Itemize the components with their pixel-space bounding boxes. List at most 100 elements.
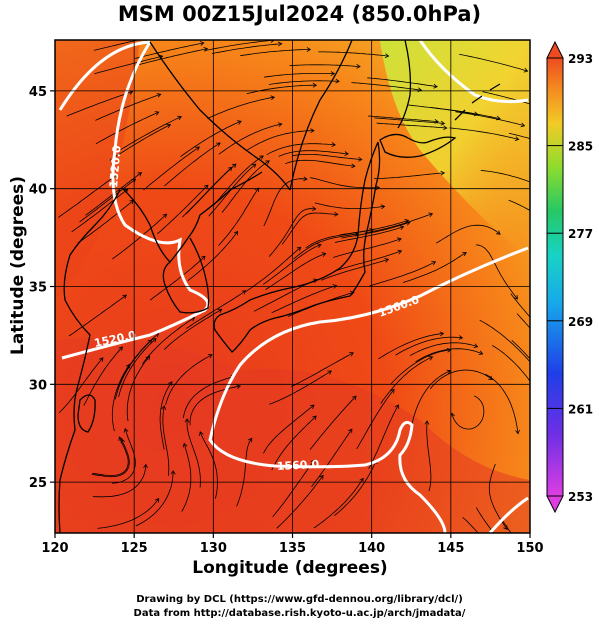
contour-1520-north [58,40,210,360]
streamline-arrow [184,418,190,423]
coastline-kurils [454,83,501,121]
streamline [500,517,512,533]
streamline [112,213,167,260]
x-tick-label: 135 [279,541,306,556]
streamline-arrow [247,437,253,443]
contour-label-1: 1520.0 [107,144,124,188]
streamline-arrow [166,123,172,129]
streamline-arrow [265,160,270,165]
streamline [218,123,282,155]
streamline [189,385,241,426]
streamline [291,154,362,160]
streamline-arrow [404,219,410,224]
streamline-arrow [514,136,520,141]
streamline [262,244,322,285]
streamline-arrow [123,188,129,194]
streamline-arrow [199,431,204,436]
colorbar-tick-label: 285 [568,140,593,154]
streamline-arrow [351,163,356,169]
streamline-arrow [143,463,148,469]
streamline-arrow [508,564,512,568]
streamline-arrow [440,170,446,176]
streamline [265,253,326,290]
streamline [511,340,530,360]
streamline-arrow [349,352,354,357]
streamline [309,177,380,189]
x-tick-label: 130 [200,541,227,556]
streamline-arrow [520,122,526,128]
streamline-arrow [327,370,332,375]
x-tick-label: 150 [516,541,543,556]
streamline-arrow [332,284,338,289]
streamline-arrow [516,559,520,563]
streamline-arrow [310,404,315,410]
streamline [462,517,479,533]
streamline [221,160,270,213]
streamline-arrow [380,204,386,210]
colorbar-bottom-arrow [546,495,564,514]
streamline [271,415,317,471]
coastline-taiwan [77,394,96,433]
streamline-arrow [312,82,318,88]
streamline-arrow [330,71,336,76]
x-tick-label: 140 [358,541,385,556]
streamline-arrow [236,384,241,389]
streamline [268,208,316,257]
streamline [236,437,253,507]
height-contours [58,40,529,533]
streamline [426,420,432,492]
streamline [149,256,206,301]
streamline [402,252,467,283]
streamline-arrow [152,337,157,343]
streamline-arrow [259,155,264,160]
streamline [409,342,478,357]
streamline-arrow [359,477,364,483]
streamline [79,178,136,223]
streamline [211,43,282,54]
colorbar-tick-label: 269 [568,315,593,329]
colorbar: 293 285 277 269 261 253 [546,40,593,514]
streamline [218,187,260,246]
streamline [245,246,301,292]
streamline [293,233,358,260]
streamline-arrow [496,115,501,121]
streamline-arrow [428,356,434,361]
streamline-arrow [513,295,518,300]
streamline-arrow [443,125,448,131]
streamline-arrow [417,87,423,93]
streamline [91,439,130,478]
streamline-arrow [254,187,260,193]
y-tick-label: 35 [29,281,47,296]
streamline [291,352,354,387]
streamline-arrow [118,346,123,351]
streamline [475,507,495,533]
streamline-arrow [331,142,336,147]
streamline-arrow [251,163,257,168]
streamline-arrow [358,156,363,162]
streamline [126,355,150,422]
streamline-arrow [199,41,205,46]
streamline [475,244,518,300]
streamline-arrow [162,213,168,219]
streamline-arrow [122,294,127,299]
streamline [66,91,133,117]
streamline-arrow [277,41,283,47]
streamline [268,80,340,85]
streamline [479,319,530,363]
streamline-arrow [277,122,283,127]
streamline [94,55,163,75]
streamline [449,127,519,140]
streamline-arrow [145,355,151,361]
y-tick-label: 25 [29,476,47,491]
streamline-arrow [503,525,508,531]
streamline [341,221,411,239]
streamline [334,226,404,243]
streamline [93,40,140,51]
streamline [112,428,136,484]
streamline-arrow [390,388,395,394]
streamline-arrow [195,146,200,151]
colorbar-tick-label: 261 [568,402,593,416]
y-axis-ticks: 25 30 35 40 45 [29,85,55,491]
streamline-arrow [394,404,399,409]
streamline [183,375,235,419]
